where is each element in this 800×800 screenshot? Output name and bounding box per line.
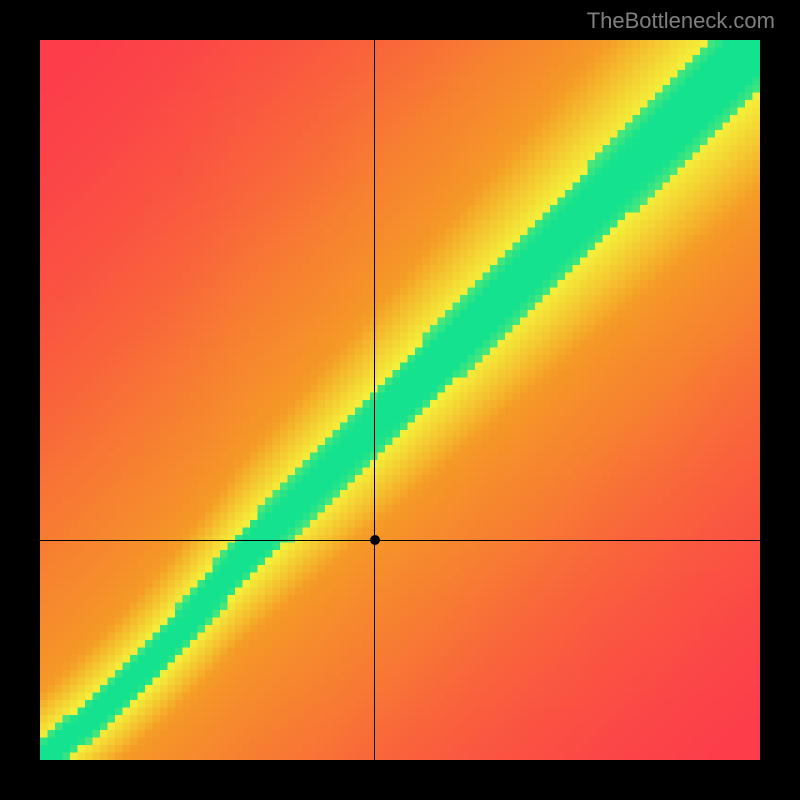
selection-marker xyxy=(370,535,380,545)
watermark-text: TheBottleneck.com xyxy=(587,8,775,34)
bottleneck-heatmap xyxy=(40,40,760,760)
crosshair-vertical xyxy=(374,40,375,760)
crosshair-horizontal xyxy=(40,540,760,541)
